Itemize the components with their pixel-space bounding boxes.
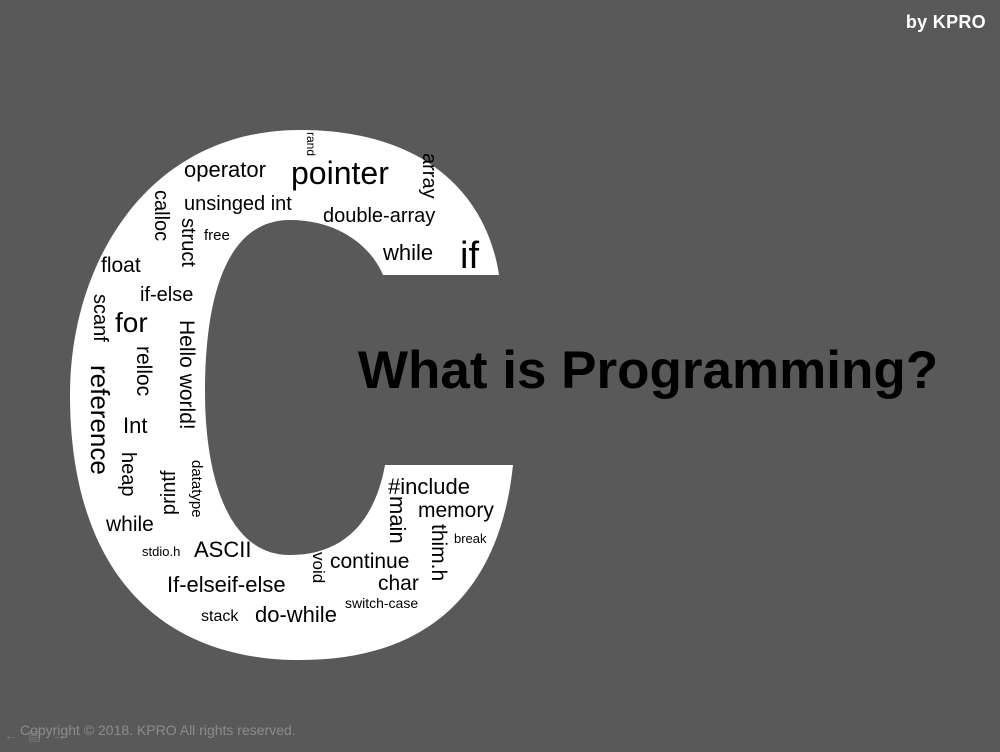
word-printf: printf <box>158 470 180 515</box>
word-switch-case: switch-case <box>345 595 418 611</box>
big-c-letter <box>70 130 513 660</box>
word-scanf: scanf <box>89 294 111 342</box>
word-calloc: calloc <box>150 190 172 241</box>
word-operator: operator <box>184 157 266 182</box>
word-break: break <box>454 531 487 546</box>
word-if: if <box>460 235 479 277</box>
word-main: main <box>385 496 410 544</box>
page-title: What is Programming? <box>358 341 939 400</box>
word-hello-world: Hello world! <box>175 320 198 430</box>
word-double-array: double-array <box>323 205 435 227</box>
word-ascii: ASCII <box>194 537 251 562</box>
word-struct: struct <box>177 218 199 267</box>
word-void: void <box>309 552 328 583</box>
word-char: char <box>378 572 419 595</box>
word-float: float <box>101 254 141 277</box>
word-stack: stack <box>201 608 239 625</box>
brand-label: by KPRO <box>905 12 986 32</box>
menu-icon[interactable]: ▤ <box>28 727 42 743</box>
word-pointer: pointer <box>291 155 389 191</box>
word-unsinged-int: unsinged int <box>184 193 292 215</box>
word-stdio: stdio.h <box>142 544 180 559</box>
word-rand: rand <box>304 132 318 156</box>
word-reference: reference <box>85 365 115 475</box>
copyright-text: Copyright © 2018. KPRO All rights reserv… <box>20 722 296 738</box>
word-datatype: datatype <box>188 460 205 518</box>
word-int: Int <box>123 413 147 438</box>
word-while-top: while <box>382 240 433 265</box>
word-if-else: if-else <box>140 284 193 306</box>
forward-arrow-icon[interactable]: → <box>52 727 66 743</box>
word-for: for <box>115 307 148 338</box>
word-continue: continue <box>330 550 409 573</box>
word-include: #include <box>388 474 470 499</box>
word-memory: memory <box>418 499 494 522</box>
back-arrow-icon[interactable]: ← <box>4 727 18 743</box>
word-free: free <box>204 227 230 244</box>
word-do-while: do-while <box>255 602 337 627</box>
word-relloc: relloc <box>132 346 155 396</box>
word-heap: heap <box>117 452 139 497</box>
word-thim: thim.h <box>427 524 450 581</box>
word-while-bottom: while <box>105 513 154 536</box>
word-if-elseif-else: If-elseif-else <box>167 572 286 597</box>
slide-nav: ← ▤ → <box>4 728 72 742</box>
word-array: array <box>418 153 440 199</box>
